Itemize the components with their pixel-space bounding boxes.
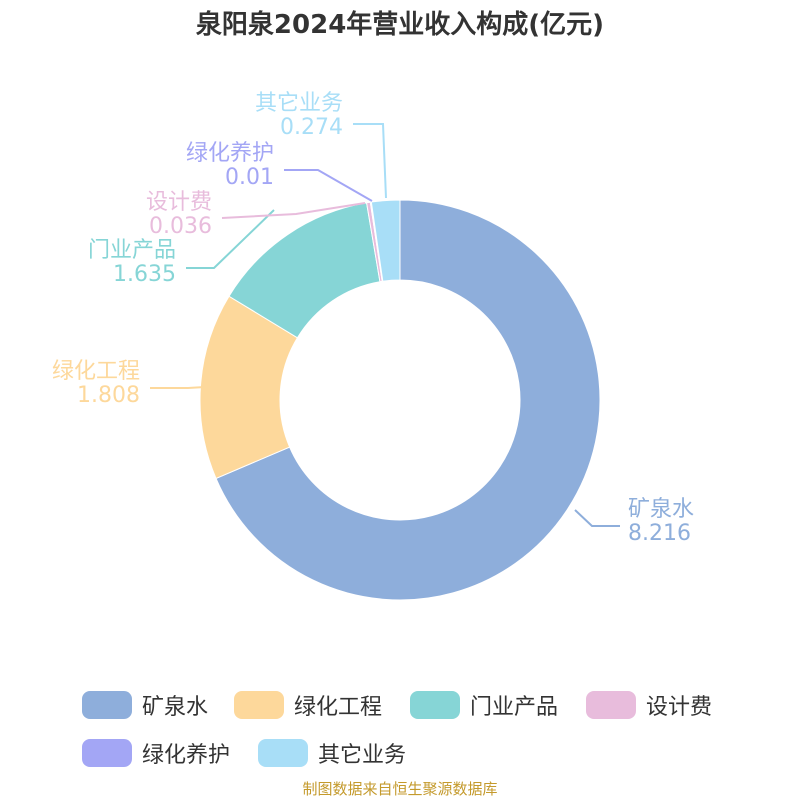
legend-swatch-3 — [586, 691, 636, 719]
legend-item-4[interactable]: 绿化养护 — [82, 738, 230, 768]
legend-item-1[interactable]: 绿化工程 — [234, 690, 382, 720]
legend-swatch-2 — [410, 691, 460, 719]
leader-line-0 — [574, 509, 620, 527]
slice-label-value-4: 0.01 — [225, 165, 274, 190]
leader-line-5 — [353, 123, 387, 199]
legend-swatch-4 — [82, 739, 132, 767]
legend-label-1: 绿化工程 — [294, 695, 383, 720]
leader-line-4 — [284, 169, 373, 202]
slice-label-name-0: 矿泉水 — [628, 497, 694, 522]
slice-label-name-5: 其它业务 — [255, 91, 343, 116]
legend-label-4: 绿化养护 — [142, 743, 231, 768]
slice-label-name-4: 绿化养护 — [186, 141, 274, 166]
leader-line-1 — [150, 386, 206, 389]
legend-item-5[interactable]: 其它业务 — [258, 738, 406, 768]
legend-item-0[interactable]: 矿泉水 — [82, 690, 208, 720]
data-source-note: 制图数据来自恒生聚源数据库 — [302, 780, 498, 798]
slice-label-name-2: 门业产品 — [88, 238, 176, 263]
leader-line-3 — [221, 202, 366, 219]
leader-lines — [150, 123, 620, 527]
slice-label-value-5: 0.274 — [280, 115, 343, 140]
legend-label-5: 其它业务 — [318, 743, 407, 768]
legend-label-3: 设计费 — [646, 695, 713, 720]
slice-label-value-2: 1.635 — [113, 262, 176, 287]
legend-item-2[interactable]: 门业产品 — [410, 690, 558, 720]
slice-label-value-3: 0.036 — [149, 214, 212, 239]
legend-label-2: 门业产品 — [470, 695, 559, 720]
slice-label-value-1: 1.808 — [77, 383, 140, 408]
slice-5[interactable] — [370, 199, 401, 282]
slice-label-name-1: 绿化工程 — [52, 359, 140, 384]
legend-label-0: 矿泉水 — [142, 695, 209, 720]
slice-label-name-3: 设计费 — [146, 190, 212, 215]
leader-line-2 — [186, 209, 275, 269]
chart-title: 泉阳泉2024年营业收入构成(亿元) — [195, 10, 605, 40]
donut-slices — [199, 199, 601, 601]
slice-0[interactable] — [215, 199, 601, 601]
legend-swatch-5 — [258, 739, 308, 767]
legend-swatch-1 — [234, 691, 284, 719]
slice-label-value-0: 8.216 — [628, 521, 691, 546]
legend-swatch-0 — [82, 691, 132, 719]
legend-item-3[interactable]: 设计费 — [586, 690, 712, 720]
